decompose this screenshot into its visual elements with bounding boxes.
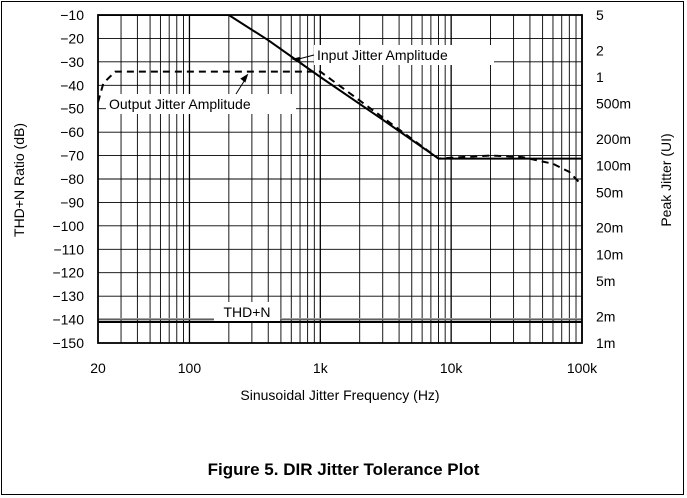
- x-tick-label: 10k: [440, 360, 464, 376]
- annotations: Input Jitter Amplitude Output Jitter Ampl…: [106, 45, 494, 321]
- input-annotation-bg: [314, 45, 494, 65]
- y-tick-label: −30: [60, 54, 84, 70]
- output-annotation-arrowhead: [240, 73, 249, 83]
- y-tick-label: −120: [52, 265, 84, 281]
- y-axis-label: THD+N Ratio (dB): [11, 123, 27, 237]
- y-tick-label: −90: [60, 194, 84, 210]
- x-tick-label: 20: [90, 360, 106, 376]
- y-tick-label: −130: [52, 288, 84, 304]
- y2-tick-label: 5: [596, 7, 604, 23]
- output-annotation-bg: [106, 94, 296, 114]
- x-tick-labels: 20 100 1k 10k 100k: [90, 360, 598, 376]
- y2-tick-label: 200m: [596, 131, 631, 147]
- series-layer: [98, 15, 582, 323]
- y2-tick-label: 2: [596, 42, 604, 58]
- x-axis-label: Sinusoidal Jitter Frequency (Hz): [240, 387, 439, 403]
- y2-tick-label: 50m: [596, 184, 623, 200]
- y-tick-label: −10: [60, 7, 84, 23]
- y2-tick-label: 1m: [596, 335, 615, 351]
- plot-border: [97, 14, 583, 344]
- y2-tick-label: 20m: [596, 220, 623, 236]
- input-annotation-arrowhead: [291, 56, 301, 63]
- y2-tick-label: 500m: [596, 96, 631, 112]
- y-tick-label: −150: [52, 335, 84, 351]
- y-tick-label: −110: [54, 241, 85, 257]
- y2-tick-label: 2m: [596, 308, 615, 324]
- thdn-annotation-bg: [214, 302, 280, 321]
- figure-caption: Figure 5. DIR Jitter Tolerance Plot: [207, 460, 480, 479]
- y2-tick-label: 5m: [596, 273, 615, 289]
- y-tick-label: −40: [60, 77, 84, 93]
- y2-tick-label: 100m: [596, 158, 631, 174]
- output-jitter-annotation: Output Jitter Amplitude: [109, 96, 251, 112]
- y-tick-label: −70: [60, 148, 84, 164]
- x-tick-label: 1k: [313, 360, 329, 376]
- thdn-annotation: THD+N: [223, 304, 270, 320]
- y-tick-label: −100: [52, 218, 84, 234]
- y-tick-label: −20: [60, 30, 84, 46]
- y-tick-label: −60: [60, 124, 84, 140]
- y-tick-label: −140: [52, 312, 84, 328]
- series-input-jitter-amplitude: [98, 15, 582, 160]
- input-jitter-annotation: Input Jitter Amplitude: [317, 47, 448, 63]
- x-tick-label: 100: [178, 360, 202, 376]
- y-tick-labels: −10 −20 −30 −40 −50 −60 −70 −80 −90 −100 −110 −120 −…: [52, 7, 84, 351]
- y2-axis-label: Peak Jitter (UI): [658, 133, 674, 226]
- y2-tick-labels: 5 2 1 500m 200m 100m 50m 20m 10m 5m 2m 1m: [596, 7, 631, 351]
- y-tick-label: −50: [60, 101, 84, 117]
- y2-tick-label: 1: [596, 69, 604, 85]
- x-tick-label: 100k: [567, 360, 598, 376]
- y-tick-label: −80: [60, 171, 84, 187]
- y2-tick-label: 10m: [596, 246, 623, 262]
- series-output-jitter-amplitude: [98, 70, 582, 186]
